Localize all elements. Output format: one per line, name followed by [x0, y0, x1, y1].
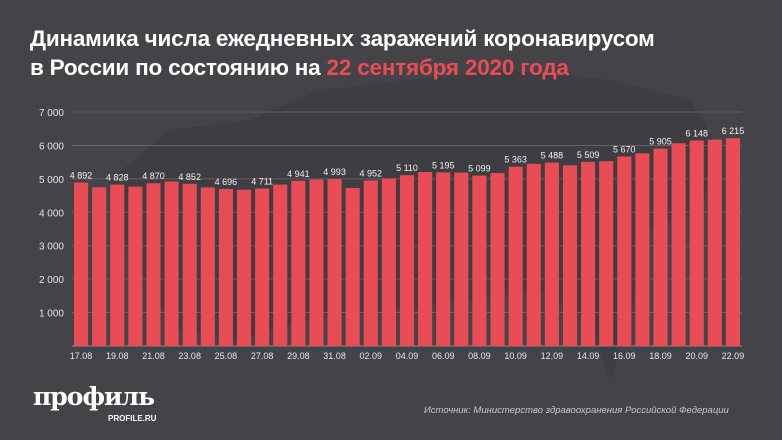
x-tick-label: 14.09	[577, 351, 600, 361]
bar	[490, 173, 505, 346]
bar	[526, 163, 541, 346]
y-tick-label: 6 000	[39, 141, 64, 152]
bar	[635, 153, 650, 346]
y-tick-label: 4 000	[39, 208, 64, 219]
bar	[508, 166, 523, 346]
bar	[381, 178, 396, 346]
data-label: 4 696	[215, 177, 238, 187]
data-label: 4 852	[178, 172, 201, 182]
data-label: 5 488	[541, 151, 564, 161]
data-label: 5 363	[504, 155, 527, 165]
bar	[671, 143, 686, 346]
data-label: 5 670	[613, 144, 636, 154]
x-tick-label: 10.09	[504, 351, 527, 361]
bar	[472, 175, 487, 346]
x-tick-label: 21.08	[142, 351, 165, 361]
x-tick-label: 27.08	[251, 351, 274, 361]
y-tick-label: 7 000	[39, 108, 64, 119]
data-label: 5 110	[396, 163, 418, 173]
title-line-1: Динамика числа ежедневных заражений коро…	[30, 26, 655, 51]
bar	[689, 140, 704, 346]
data-label: 6 148	[685, 128, 708, 138]
data-label: 4 941	[287, 169, 310, 179]
x-tick-label: 20.09	[685, 351, 708, 361]
x-tick-label: 04.09	[396, 351, 419, 361]
bar	[345, 187, 360, 346]
data-label: 5 195	[432, 160, 455, 170]
bar	[236, 189, 252, 346]
x-tick-label: 17.08	[70, 351, 93, 361]
bar	[436, 172, 451, 346]
x-tick-label: 19.08	[106, 351, 129, 361]
x-tick-label: 12.09	[541, 351, 564, 361]
bar	[309, 179, 324, 346]
x-tick-label: 08.09	[468, 351, 491, 361]
bar	[707, 139, 722, 346]
y-tick-label: 3 000	[39, 242, 64, 253]
bar	[399, 175, 415, 346]
bar	[92, 187, 107, 346]
title-line-2: в России по состоянию на 22 сентября 202…	[30, 53, 655, 82]
x-tick-label: 23.08	[178, 351, 201, 361]
x-tick-label: 18.09	[649, 351, 672, 361]
y-tick-label: 2 000	[39, 275, 64, 286]
data-label: 4 993	[323, 167, 346, 177]
bar	[544, 162, 559, 346]
y-tick-label: 1 000	[39, 309, 64, 320]
data-label: 4 952	[360, 168, 383, 178]
bar	[725, 138, 741, 346]
source-note: Источник: Министерство здравоохранения Р…	[424, 405, 729, 416]
bar	[73, 182, 89, 346]
data-label: 4 711	[251, 177, 273, 187]
bar	[581, 161, 596, 346]
data-label: 5 905	[649, 137, 672, 147]
bar	[128, 186, 143, 346]
data-label: 5 099	[468, 164, 491, 174]
data-label: 4 892	[70, 170, 93, 180]
bar	[599, 161, 614, 346]
data-label: 5 509	[577, 150, 600, 160]
data-label: 4 870	[142, 171, 165, 181]
x-tick-label: 16.09	[613, 351, 636, 361]
bar	[617, 156, 632, 346]
x-tick-label: 31.08	[323, 351, 346, 361]
x-tick-label: 25.08	[215, 351, 238, 361]
bar	[363, 180, 378, 346]
data-label: 6 215	[722, 126, 745, 136]
bar	[182, 183, 197, 346]
profile-site: PROFILE.RU	[108, 414, 157, 423]
profile-logo: профиль	[33, 382, 155, 411]
bar	[454, 172, 469, 346]
bar	[200, 187, 215, 346]
bar	[218, 189, 233, 346]
bar	[110, 184, 125, 346]
bar	[653, 148, 668, 346]
title-date-highlight: 22 сентября 2020 года	[326, 55, 569, 80]
x-tick-label: 02.09	[360, 351, 383, 361]
bar	[291, 180, 306, 346]
y-tick-label: 5 000	[39, 175, 64, 186]
bar	[327, 179, 342, 346]
bar	[164, 181, 179, 346]
x-tick-label: 29.08	[287, 351, 310, 361]
data-label: 4 828	[106, 173, 129, 183]
x-tick-label: 06.09	[432, 351, 455, 361]
bar	[562, 165, 578, 346]
bar	[418, 172, 433, 346]
chart-title: Динамика числа ежедневных заражений коро…	[30, 24, 655, 82]
x-tick-label: 22.09	[722, 351, 745, 361]
bar	[146, 183, 161, 346]
title-prefix: в России по состоянию на	[30, 55, 327, 80]
bar	[255, 188, 270, 346]
bar	[273, 184, 288, 346]
